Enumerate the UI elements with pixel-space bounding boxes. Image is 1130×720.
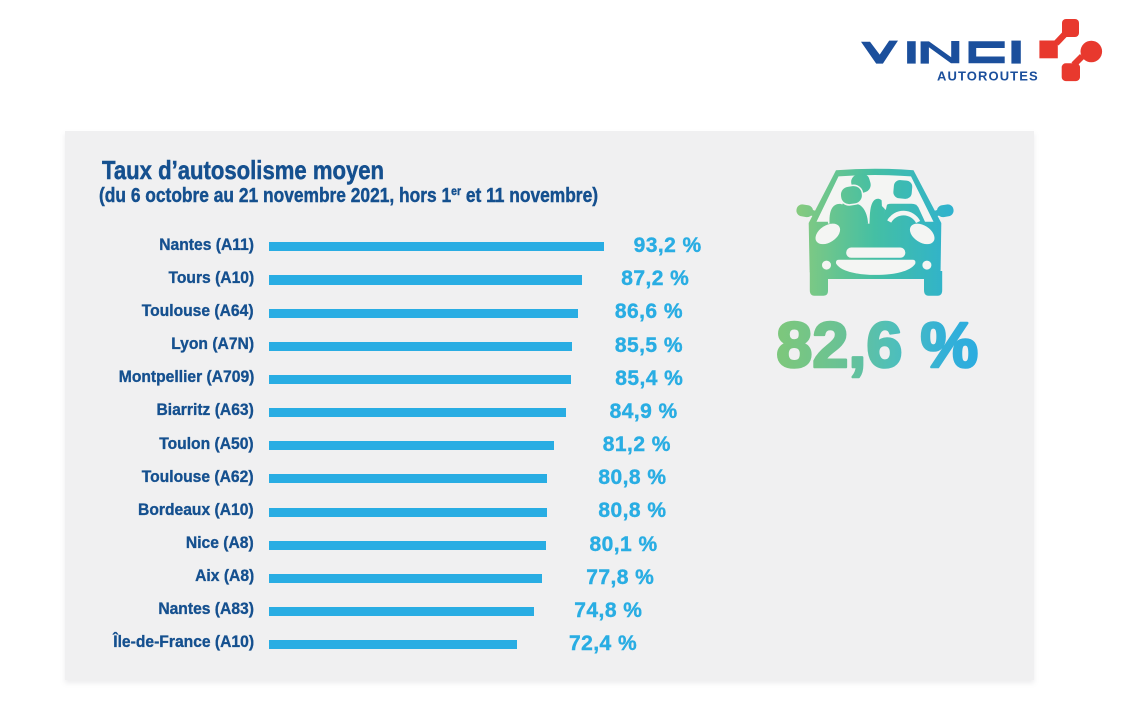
svg-text:82,6 %: 82,6 % [776,309,978,381]
svg-text:AUTOROUTES: AUTOROUTES [937,69,1039,84]
